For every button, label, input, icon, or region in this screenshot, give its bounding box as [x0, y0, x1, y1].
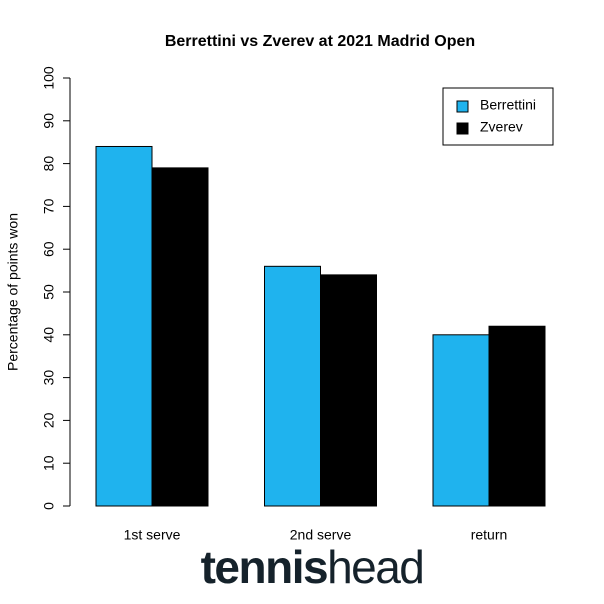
y-tick-label: 70 [41, 198, 57, 214]
y-axis-label: Percentage of points won [5, 213, 21, 371]
legend-label: Zverev [480, 119, 523, 135]
y-tick-label: 50 [41, 284, 57, 300]
y-tick-label: 60 [41, 241, 57, 257]
watermark: tennishead [201, 541, 424, 593]
legend-box [442, 87, 554, 146]
legend-swatch [456, 100, 469, 113]
chart-title: Berrettini vs Zverev at 2021 Madrid Open [165, 33, 475, 50]
x-tick-label: 2nd serve [290, 527, 352, 543]
bar [432, 334, 490, 507]
y-tick-label: 10 [41, 455, 57, 471]
y-tick-label: 100 [41, 66, 57, 90]
watermark-light: head [327, 541, 423, 593]
watermark-bold: tennis [201, 541, 327, 593]
legend-swatch [456, 122, 469, 135]
y-tick-label: 80 [41, 156, 57, 172]
x-tick-label: return [471, 527, 508, 543]
y-tick-label: 30 [41, 370, 57, 386]
y-tick-label: 90 [41, 113, 57, 129]
bar [488, 325, 546, 507]
y-tick-label: 40 [41, 327, 57, 343]
bar [151, 167, 209, 507]
bar [95, 145, 153, 507]
y-tick-label: 0 [41, 502, 57, 510]
bar [264, 265, 321, 507]
x-tick-label: 1st serve [124, 527, 181, 543]
bar [320, 274, 377, 507]
legend-label: Berrettini [480, 97, 536, 113]
y-tick-label: 20 [41, 412, 57, 428]
